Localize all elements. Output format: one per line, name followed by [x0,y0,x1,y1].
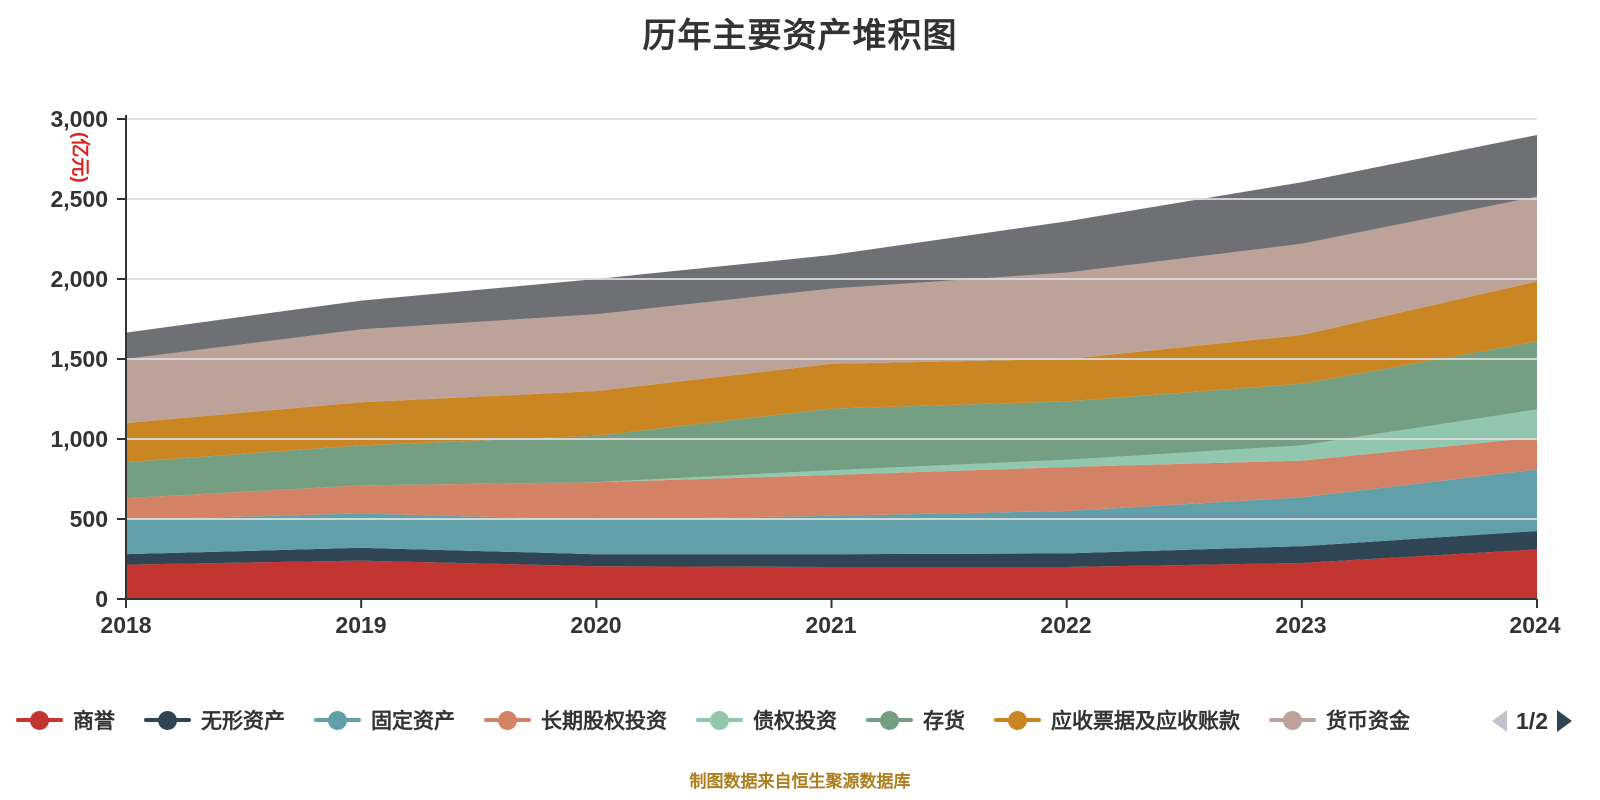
legend-item-4[interactable]: 债权投资 [696,705,837,735]
legend-item-label: 应收票据及应收账款 [1051,710,1240,733]
legend-marker-icon [1269,710,1316,730]
legend-pager: 1/2 [1492,704,1572,738]
legend-item-0[interactable]: 商誉 [16,705,115,735]
legend-page-indicator: 1/2 [1516,707,1548,734]
x-tick-label: 2018 [100,612,151,638]
gridlines [126,118,1537,520]
y-tick-label: 1,500 [50,346,108,372]
legend-marker-icon [314,710,361,730]
legend-next-arrow-icon[interactable] [1557,710,1572,732]
x-tick-label: 2020 [570,612,621,638]
series-area-7[interactable] [126,196,1537,423]
series-area-0[interactable] [126,549,1537,599]
axes [117,115,1538,608]
y-tick-label: 500 [70,506,108,532]
series-areas[interactable] [126,135,1537,599]
legend-marker-icon [994,710,1041,730]
series-area-6[interactable] [126,281,1537,463]
legend-prev-arrow-icon[interactable] [1492,710,1508,732]
legend-item-label: 货币资金 [1326,710,1410,733]
legend-item-label: 无形资产 [201,710,285,733]
data-source-note: 制图数据来自恒生聚源数据库 [689,772,911,791]
x-tick-label: 2021 [805,612,856,638]
legend-item-3[interactable]: 长期股权投资 [484,705,667,735]
y-axis-labels: 0 500 1,000 1,500 2,000 2,500 3,000 [50,106,108,612]
legend-marker-icon [696,710,743,730]
x-tick-label: 2023 [1275,612,1326,638]
x-axis-labels: 2018 2019 2020 2021 2022 2023 2024 [100,612,1560,638]
legend-marker-icon [866,710,913,730]
y-tick-label: 3,000 [50,106,108,132]
y-axis-unit-label: (亿元) [69,132,92,183]
legend-item-6[interactable]: 应收票据及应收账款 [994,705,1240,735]
legend-item-2[interactable]: 固定资产 [314,705,455,735]
legend-item-1[interactable]: 无形资产 [144,705,285,735]
series-area-4[interactable] [126,409,1537,499]
legend: 商誉 无形资产 固定资产 长期股权投资 债权投资 存货 应收票据及应收账款 货币资金 [16,700,1470,740]
x-tick-label: 2024 [1509,612,1560,638]
series-area-5[interactable] [126,341,1537,499]
y-tick-label: 1,000 [50,426,108,452]
legend-item-label: 债权投资 [753,710,837,733]
legend-item-5[interactable]: 存货 [866,705,965,735]
y-tick-label: 0 [95,586,108,612]
legend-marker-icon [484,710,531,730]
series-area-1[interactable] [126,531,1537,567]
stacked-area-chart[interactable]: 0 500 1,000 1,500 2,000 2,500 3,000 2018… [0,0,1600,680]
legend-item-7[interactable]: 货币资金 [1269,705,1410,735]
x-tick-label: 2019 [335,612,386,638]
y-tick-label: 2,500 [50,186,108,212]
x-tick-label: 2022 [1040,612,1091,638]
legend-item-label: 商誉 [73,710,115,733]
legend-item-label: 长期股权投资 [541,710,667,733]
chart-title: 历年主要资产堆积图 [642,17,958,55]
legend-item-label: 存货 [923,710,965,733]
series-area-2[interactable] [126,469,1537,555]
y-tick-label: 2,000 [50,266,108,292]
series-area-3[interactable] [126,437,1537,520]
legend-marker-icon [16,710,63,730]
legend-marker-icon [144,710,191,730]
series-area-8[interactable] [126,135,1537,359]
legend-item-label: 固定资产 [371,710,455,733]
